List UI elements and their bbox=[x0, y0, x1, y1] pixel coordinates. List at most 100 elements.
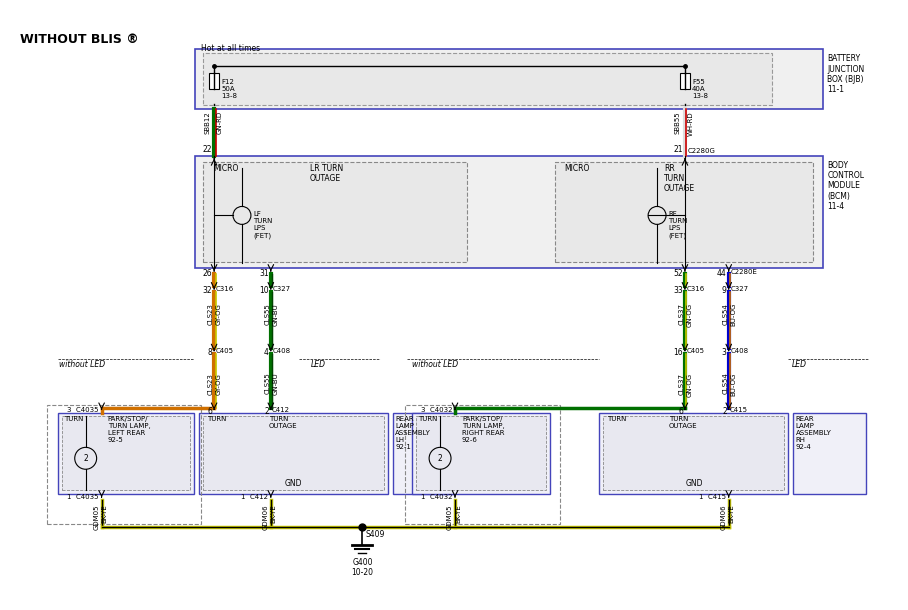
Text: 3  C4032: 3 C4032 bbox=[420, 406, 452, 412]
Text: C316: C316 bbox=[216, 286, 234, 292]
FancyBboxPatch shape bbox=[203, 417, 384, 490]
Text: GN-BU: GN-BU bbox=[272, 303, 279, 326]
Text: F12
50A
13-8: F12 50A 13-8 bbox=[221, 79, 237, 99]
Text: CLS37: CLS37 bbox=[679, 303, 685, 325]
Text: C327: C327 bbox=[272, 286, 291, 292]
Text: CLS54: CLS54 bbox=[723, 373, 729, 395]
FancyBboxPatch shape bbox=[62, 417, 190, 490]
FancyBboxPatch shape bbox=[603, 417, 785, 490]
Text: GN-OG: GN-OG bbox=[687, 373, 693, 397]
Text: 6: 6 bbox=[678, 406, 683, 415]
Text: BK-YE: BK-YE bbox=[102, 504, 108, 523]
FancyBboxPatch shape bbox=[203, 53, 772, 105]
Text: BODY
CONTROL
MODULE
(BCM)
11-4: BODY CONTROL MODULE (BCM) 11-4 bbox=[827, 160, 864, 211]
Text: S409: S409 bbox=[365, 530, 385, 539]
Text: C408: C408 bbox=[731, 348, 749, 354]
Bar bbox=[412, 412, 549, 494]
Text: 1  C415: 1 C415 bbox=[699, 494, 725, 500]
Text: 16: 16 bbox=[674, 348, 683, 357]
Text: 21: 21 bbox=[674, 145, 683, 154]
Text: TURN: TURN bbox=[64, 417, 84, 423]
FancyBboxPatch shape bbox=[416, 417, 546, 490]
Text: without LED: without LED bbox=[59, 360, 105, 369]
Text: BK-YE: BK-YE bbox=[271, 504, 277, 523]
Text: LR TURN
OUTAGE: LR TURN OUTAGE bbox=[310, 163, 343, 183]
Text: C405: C405 bbox=[216, 348, 234, 354]
Text: GN-RD: GN-RD bbox=[217, 111, 223, 134]
Text: 1  C4032: 1 C4032 bbox=[420, 494, 452, 500]
Text: LED: LED bbox=[311, 360, 326, 369]
Text: PARK/STOP/
TURN LAMP,
RIGHT REAR
92-6: PARK/STOP/ TURN LAMP, RIGHT REAR 92-6 bbox=[462, 417, 505, 443]
Text: RF
TURN
LPS
(FET): RF TURN LPS (FET) bbox=[668, 212, 687, 239]
Text: GDM05: GDM05 bbox=[94, 504, 100, 529]
Text: 1  C412: 1 C412 bbox=[241, 494, 268, 500]
Text: C2280G: C2280G bbox=[688, 148, 716, 154]
FancyBboxPatch shape bbox=[555, 162, 814, 262]
Text: BK-YE: BK-YE bbox=[729, 504, 735, 523]
Text: PARK/STOP/
TURN LAMP,
LEFT REAR
92-5: PARK/STOP/ TURN LAMP, LEFT REAR 92-5 bbox=[107, 417, 151, 443]
Text: 33: 33 bbox=[673, 286, 683, 295]
Text: C405: C405 bbox=[687, 348, 705, 354]
Text: 32: 32 bbox=[202, 286, 212, 295]
Text: 1  C4035: 1 C4035 bbox=[67, 494, 99, 500]
Text: C415: C415 bbox=[730, 406, 748, 412]
Text: TURN: TURN bbox=[207, 417, 226, 423]
Text: GY-OG: GY-OG bbox=[216, 303, 222, 325]
Text: 26: 26 bbox=[202, 269, 212, 278]
Text: C412: C412 bbox=[271, 406, 290, 412]
Text: 2: 2 bbox=[84, 454, 88, 463]
Text: C316: C316 bbox=[687, 286, 706, 292]
Bar bbox=[195, 156, 824, 268]
Text: 2: 2 bbox=[264, 406, 269, 415]
FancyBboxPatch shape bbox=[203, 162, 467, 262]
Text: BU-OG: BU-OG bbox=[731, 373, 736, 396]
Text: CLS23: CLS23 bbox=[208, 373, 214, 395]
Bar bbox=[599, 412, 788, 494]
Text: C2280E: C2280E bbox=[731, 269, 757, 275]
Text: TURN
OUTAGE: TURN OUTAGE bbox=[669, 417, 697, 429]
Text: G400
10-20: G400 10-20 bbox=[351, 558, 373, 577]
Text: TURN
OUTAGE: TURN OUTAGE bbox=[269, 417, 298, 429]
Bar bbox=[58, 412, 194, 494]
Text: GN-OG: GN-OG bbox=[687, 303, 693, 327]
Text: RR
TURN
OUTAGE: RR TURN OUTAGE bbox=[664, 163, 696, 193]
Text: 52: 52 bbox=[674, 269, 683, 278]
Text: REAR
LAMP
ASSEMBLY
LH
92-1: REAR LAMP ASSEMBLY LH 92-1 bbox=[395, 417, 431, 451]
Text: C327: C327 bbox=[731, 286, 749, 292]
Text: 2: 2 bbox=[438, 454, 442, 463]
Text: GY-OG: GY-OG bbox=[216, 373, 222, 395]
Text: WITHOUT BLIS ®: WITHOUT BLIS ® bbox=[20, 33, 139, 46]
Text: BATTERY
JUNCTION
BOX (BJB)
11-1: BATTERY JUNCTION BOX (BJB) 11-1 bbox=[827, 54, 864, 95]
Text: GDM05: GDM05 bbox=[447, 504, 453, 529]
Text: 2: 2 bbox=[722, 406, 726, 415]
Bar bbox=[209, 73, 219, 89]
Text: 3  C4035: 3 C4035 bbox=[67, 406, 99, 412]
Bar bbox=[794, 412, 866, 494]
Bar bbox=[393, 412, 453, 494]
Text: TURN: TURN bbox=[607, 417, 627, 423]
Text: 22: 22 bbox=[202, 145, 212, 154]
Text: SBB55: SBB55 bbox=[675, 111, 681, 134]
Text: LF
TURN
LPS
(FET): LF TURN LPS (FET) bbox=[253, 212, 272, 239]
Text: GN-BU: GN-BU bbox=[272, 373, 279, 395]
Text: WH-RD: WH-RD bbox=[688, 111, 694, 135]
Bar bbox=[199, 412, 389, 494]
Text: BU-OG: BU-OG bbox=[731, 303, 736, 326]
Text: GND: GND bbox=[285, 479, 302, 488]
Text: GDM06: GDM06 bbox=[721, 504, 726, 529]
Text: MICRO: MICRO bbox=[565, 163, 590, 173]
Text: 3: 3 bbox=[722, 348, 726, 357]
Text: LED: LED bbox=[792, 360, 806, 369]
Text: 31: 31 bbox=[259, 269, 269, 278]
Text: REAR
LAMP
ASSEMBLY
RH
92-4: REAR LAMP ASSEMBLY RH 92-4 bbox=[795, 417, 832, 451]
Text: 44: 44 bbox=[717, 269, 726, 278]
Text: 4: 4 bbox=[264, 348, 269, 357]
Bar bbox=[195, 49, 824, 109]
Text: CLS55: CLS55 bbox=[265, 303, 271, 325]
Text: GND: GND bbox=[686, 479, 703, 488]
Text: 8: 8 bbox=[207, 348, 212, 357]
Bar bbox=[680, 73, 690, 89]
Text: 6: 6 bbox=[207, 406, 212, 415]
Text: 9: 9 bbox=[722, 286, 726, 295]
Text: 10: 10 bbox=[259, 286, 269, 295]
